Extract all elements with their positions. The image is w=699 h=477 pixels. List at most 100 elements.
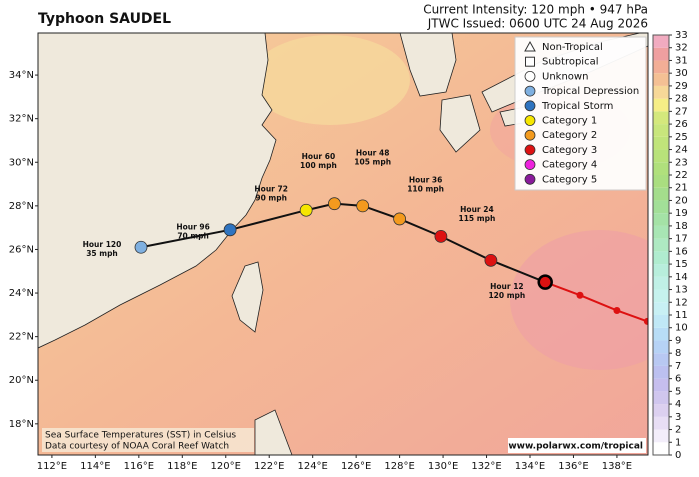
legend-symbol — [524, 173, 536, 185]
colorbar-cell — [653, 124, 669, 137]
website-box — [508, 438, 646, 453]
colorbar-cell — [653, 365, 669, 379]
lon-tick-label: 122°E — [254, 461, 284, 472]
colorbar-cell — [653, 175, 669, 188]
colorbar-tick-label: 12 — [675, 297, 688, 308]
sst-note: Sea Surface Temperatures (SST) in Celsiu… — [45, 431, 236, 441]
legend-symbol — [524, 159, 536, 171]
colorbar-tick-label: 6 — [675, 374, 681, 385]
lat-tick-label: 30°N — [9, 157, 34, 168]
issued: JTWC Issued: 0600 UTC 24 Aug 2026 — [427, 17, 648, 31]
forecast-wind: 100 mph — [300, 161, 337, 170]
colorbar-tick-label: 7 — [675, 361, 681, 372]
lon-tick-label: 112°E — [37, 461, 67, 472]
past-point — [613, 306, 621, 314]
legend-label: Category 1 — [542, 116, 597, 127]
colorbar-tick-label: 29 — [675, 81, 688, 92]
colorbar-cell — [653, 251, 669, 265]
colorbar-cell — [653, 353, 669, 366]
taiwan — [231, 261, 264, 333]
colorbar-tick-label: 20 — [675, 195, 688, 206]
legend-label: Tropical Storm — [541, 101, 613, 112]
lat-tick-label: 24°N — [9, 288, 34, 299]
china — [38, 33, 277, 349]
legend-symbol — [524, 115, 536, 126]
forecast-wind: 115 mph — [459, 214, 496, 223]
korea — [399, 33, 457, 97]
forecast-hour: Hour 48 — [356, 148, 390, 157]
lon-tick-label: 126°E — [341, 461, 371, 472]
lat-tick-label: 34°N — [9, 70, 34, 81]
colorbar-tick-label: 13 — [675, 285, 688, 296]
lon-tick-label: 134°E — [515, 461, 545, 472]
colorbar-cell — [653, 136, 669, 150]
colorbar-cell — [653, 98, 669, 112]
lon-tick-label: 114°E — [80, 461, 110, 472]
lat-tick-label: 22°N — [9, 332, 34, 343]
colorbar-cell — [653, 404, 669, 417]
colorbar-tick-label: 27 — [675, 106, 688, 117]
lat-tick-label: 28°N — [9, 201, 34, 212]
colorbar-cell — [653, 47, 669, 61]
title: Typhoon SAUDEL — [38, 11, 171, 27]
colorbar-cell — [653, 213, 669, 226]
website: www.polarwx.com/tropical — [508, 442, 643, 452]
colorbar-cell — [653, 73, 669, 86]
colorbar-tick-label: 16 — [675, 246, 688, 257]
credit: Data courtesy of NOAA Coral Reef Watch — [45, 442, 229, 452]
legend-label: Category 2 — [542, 130, 597, 141]
lon-tick-label: 130°E — [428, 461, 458, 472]
colorbar-tick-label: 3 — [675, 412, 681, 423]
colorbar-tick-label: 30 — [675, 68, 688, 79]
lat-tick-label: 20°N — [9, 375, 34, 386]
legend-label: Unknown — [542, 71, 588, 82]
forecast-wind: 70 mph — [177, 231, 209, 240]
colorbar-cell — [653, 378, 669, 392]
colorbar-cell — [653, 111, 669, 125]
colorbar-cell — [653, 35, 669, 48]
lon-tick-label: 118°E — [167, 461, 197, 472]
colorbar-tick-label: 0 — [675, 450, 681, 461]
colorbar-tick-label: 31 — [675, 55, 688, 66]
sst-patch — [250, 35, 410, 125]
lon-tick-label: 124°E — [297, 461, 327, 472]
colorbar-tick-label: 15 — [675, 259, 688, 270]
colorbar-tick-label: 25 — [675, 132, 688, 143]
colorbar-tick-label: 8 — [675, 348, 681, 359]
forecast-point — [356, 199, 370, 213]
lon-tick-label: 116°E — [124, 461, 154, 472]
legend-symbol — [524, 129, 536, 141]
colorbar-tick-label: 26 — [675, 119, 688, 130]
legend-label: Tropical Depression — [541, 86, 639, 97]
forecast-hour: Hour 120 — [83, 240, 122, 249]
forecast-wind: 120 mph — [488, 291, 525, 300]
forecast-hour: Hour 36 — [409, 175, 443, 184]
forecast-hour: Hour 72 — [254, 185, 288, 194]
forecast-point — [328, 197, 341, 211]
forecast-point — [299, 203, 313, 217]
forecast-wind: 35 mph — [86, 249, 118, 258]
colorbar-cell — [653, 276, 669, 290]
colorbar-tick-label: 14 — [675, 272, 688, 283]
lon-tick-label: 128°E — [384, 461, 414, 472]
legend-symbol — [524, 100, 536, 112]
colorbar-cell — [653, 429, 669, 443]
colorbar-tick-label: 23 — [675, 157, 688, 168]
legend-label: Category 4 — [542, 160, 597, 171]
colorbar-tick-label: 17 — [675, 234, 688, 245]
past-point — [576, 291, 584, 299]
colorbar-tick-label: 1 — [675, 437, 681, 448]
colorbar-tick-label: 32 — [675, 43, 688, 54]
lon-tick-label: 136°E — [558, 461, 588, 472]
colorbar-cell — [653, 238, 669, 252]
forecast-point — [484, 253, 498, 267]
sst-patch — [510, 230, 648, 370]
map-frame — [37, 32, 649, 456]
forecast-point — [434, 229, 448, 243]
legend-label: Category 3 — [542, 145, 597, 156]
colorbar-tick-label: 11 — [675, 310, 688, 321]
legend-symbol — [525, 56, 535, 67]
colorbar-tick-label: 19 — [675, 208, 688, 219]
